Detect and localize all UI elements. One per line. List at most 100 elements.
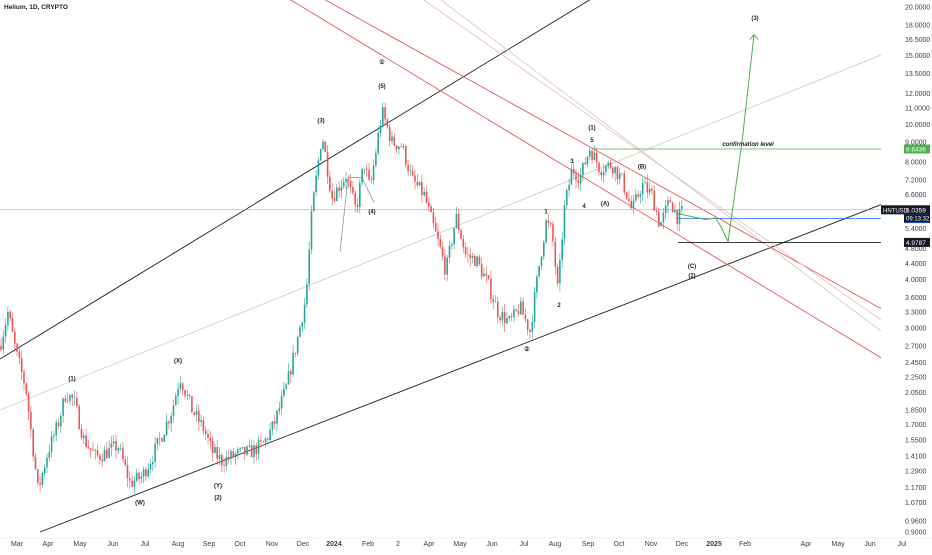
candle-body-205: [469, 254, 471, 258]
candle-body-267: [612, 167, 614, 174]
candle-body-100: [227, 456, 230, 459]
candle-body-186: [425, 192, 428, 203]
candle-body-156: [356, 204, 359, 207]
candle-body-130: [296, 336, 299, 354]
candle-body-220: [503, 311, 506, 324]
candle-body-3: [4, 324, 7, 337]
candle-body-207: [474, 255, 476, 267]
wave-label-3: (W): [135, 500, 145, 506]
x-tick-label: Sep: [582, 541, 595, 548]
candle-body-173: [395, 145, 398, 150]
candle-body-272: [623, 173, 626, 193]
candle-body-111: [253, 445, 255, 458]
candle-body-259: [593, 152, 596, 160]
y-tick-label: 0.9600: [905, 519, 927, 526]
candle-body-154: [352, 186, 354, 193]
candle-body-134: [306, 284, 308, 305]
candle-body-19: [41, 473, 44, 485]
candle-body-61: [138, 472, 140, 479]
candle-body-128: [292, 352, 294, 375]
candle-body-201: [460, 230, 462, 239]
wave-label-14: 3: [570, 159, 574, 165]
candle-body-72: [163, 435, 166, 442]
candle-body-252: [577, 180, 580, 184]
candle-body-79: [179, 383, 182, 389]
symbol-tag: HNTUSD: [883, 208, 909, 214]
candle-body-117: [267, 438, 269, 440]
price-tag-2: 6.0359: [906, 207, 926, 214]
y-tick-label: 5.4000: [905, 226, 927, 233]
wave-label-11: 1: [544, 210, 548, 216]
candle-body-170: [388, 126, 391, 142]
candle-body-11: [23, 371, 25, 384]
candle-body-27: [60, 415, 62, 427]
candle-body-131: [299, 326, 301, 337]
candle-body-195: [446, 257, 448, 275]
candle-body-151: [345, 179, 347, 182]
x-tick-label: Aug: [549, 541, 562, 548]
candle-body-140: [319, 149, 322, 161]
candle-body-24: [53, 435, 55, 437]
channel-line-6: [423, 0, 932, 357]
candle-body-138: [315, 175, 317, 193]
candle-body-215: [492, 299, 494, 302]
candle-body-81: [184, 390, 186, 396]
wave-label-9: (5): [378, 84, 385, 90]
candle-body-214: [490, 278, 492, 300]
candle-body-251: [575, 173, 577, 181]
candle-body-80: [181, 383, 184, 391]
candle-body-264: [605, 165, 607, 173]
candle-body-28: [62, 398, 64, 416]
candle-body-110: [250, 445, 253, 458]
candle-body-122: [278, 408, 281, 411]
wave-label-21: (2): [688, 273, 695, 279]
candle-body-268: [614, 166, 616, 174]
countdown-bg: [904, 214, 930, 223]
candle-body-23: [50, 436, 53, 452]
candle-body-242: [554, 241, 557, 267]
candle-body-279: [639, 194, 642, 197]
candle-body-161: [368, 169, 370, 180]
candle-body-83: [188, 394, 191, 397]
y-tick-label: 1.5500: [905, 437, 927, 444]
candle-body-289: [662, 212, 665, 223]
candle-body-43: [96, 450, 99, 456]
candle-body-280: [641, 183, 644, 195]
candle-body-34: [76, 397, 78, 407]
candle-body-287: [658, 211, 660, 227]
candle-body-269: [616, 166, 619, 180]
candle-body-56: [126, 464, 129, 479]
candle-body-90: [204, 430, 207, 435]
y-tick-label: 4.8000: [905, 246, 927, 253]
candle-body-149: [340, 186, 343, 192]
x-tick-label: Dec: [297, 541, 310, 548]
candle-body-245: [561, 239, 563, 260]
candle-body-5: [9, 311, 11, 319]
candle-body-39: [87, 447, 90, 449]
candle-body-145: [331, 190, 333, 199]
candle-body-96: [218, 454, 221, 459]
candle-body-65: [147, 469, 149, 477]
candle-body-87: [198, 410, 200, 422]
candle-body-2: [2, 336, 5, 350]
candle-body-204: [467, 254, 469, 255]
candle-body-135: [308, 249, 310, 285]
price-tag-bg-4: [904, 237, 930, 247]
candle-body-250: [572, 168, 575, 174]
x-tick-label: 2025: [706, 541, 722, 548]
wave-label-10: ①: [379, 59, 385, 66]
x-tick-label: Jun: [486, 541, 497, 548]
candle-body-217: [497, 301, 499, 318]
wave-label-2: (1): [68, 377, 75, 383]
candle-body-155: [354, 192, 356, 205]
candle-body-66: [149, 464, 152, 470]
candle-body-7: [14, 331, 16, 344]
wave-label-15: 4: [582, 204, 586, 210]
x-tick-label: Oct: [614, 541, 625, 548]
y-tick-label: 6.6000: [905, 192, 927, 199]
price-tag-bg-2: [904, 205, 930, 215]
candle-body-216: [494, 301, 497, 303]
candle-body-127: [290, 371, 292, 375]
x-tick-label: 2: [396, 541, 400, 548]
